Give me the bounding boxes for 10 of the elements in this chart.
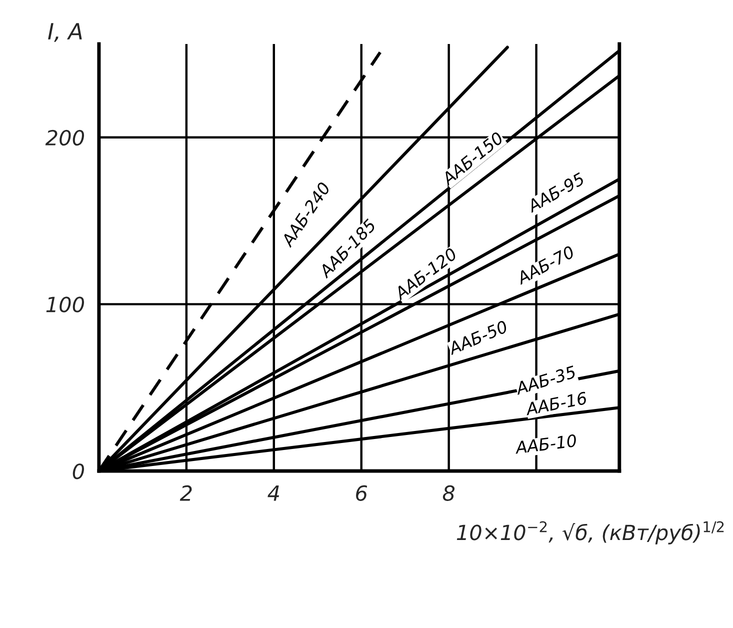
- text: ААБ-10: [514, 434, 577, 454]
- y-tick-label: 0: [72, 463, 84, 480]
- x-tick-label: 8: [442, 485, 455, 502]
- x-tick-label: 2: [180, 485, 192, 501]
- x-tick-label: 6: [356, 485, 368, 502]
- x-axis-title: 10×10$^{−2}$, √б, (кВт/руб)$^{1/2}$: [456, 521, 724, 544]
- x-tick-label: 4: [268, 486, 280, 501]
- y-tick-label: 100: [46, 296, 84, 312]
- y-tick-label: 200: [45, 130, 84, 146]
- y-axis-title: I, A: [48, 23, 82, 42]
